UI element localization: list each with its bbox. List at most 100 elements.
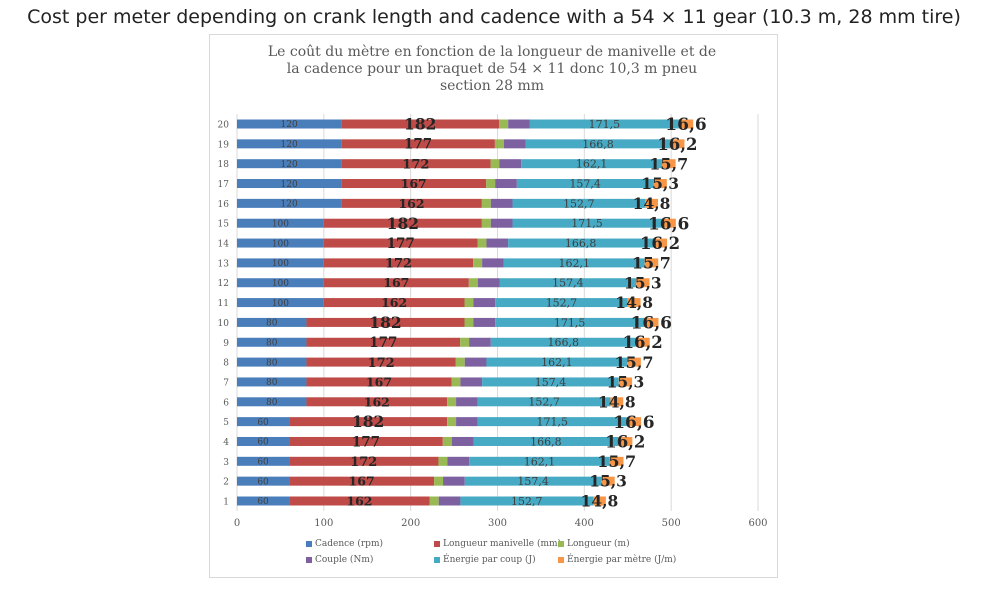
data-label: 120 — [281, 120, 298, 130]
data-label: 15,3 — [624, 273, 662, 292]
legend-item: Couple (Nm) — [306, 555, 373, 565]
data-label: 15,7 — [632, 254, 671, 273]
bar-segment — [237, 258, 324, 268]
data-label: 157,4 — [535, 376, 567, 389]
bar-segment — [503, 139, 526, 149]
bar-segment — [460, 496, 594, 506]
data-label: 177 — [369, 335, 397, 351]
data-label: 172 — [350, 455, 377, 470]
data-label: 177 — [387, 236, 415, 252]
data-label: 162,1 — [541, 356, 573, 369]
data-label: 182 — [404, 115, 436, 134]
bar-segment — [237, 198, 342, 208]
data-label: 152,7 — [563, 197, 595, 210]
bar-segment — [495, 179, 517, 189]
bar-segment — [237, 317, 307, 327]
y-tick-label: 19 — [218, 140, 230, 150]
x-tick-label: 200 — [401, 518, 420, 529]
y-tick-label: 11 — [218, 299, 229, 309]
data-label: 166,8 — [547, 336, 579, 349]
bar-segment — [460, 337, 470, 347]
legend-item: Longueur manivelle (mm) — [434, 539, 561, 549]
bar-segment — [601, 476, 615, 486]
bar-segment — [486, 357, 628, 367]
bar-segment — [341, 139, 495, 149]
data-label: 16,2 — [605, 432, 645, 451]
legend-item: Énergie par mètre (J/m) — [558, 555, 676, 565]
data-label: 182 — [369, 313, 401, 332]
y-tick-label: 13 — [218, 259, 230, 269]
data-label: 162 — [364, 394, 390, 409]
y-tick-label: 10 — [218, 319, 230, 329]
bar-segment — [644, 258, 659, 268]
data-label: 100 — [272, 279, 289, 289]
bar-segment — [627, 298, 641, 308]
bar-segment — [306, 377, 452, 387]
x-tick-label: 300 — [488, 518, 507, 529]
data-label: 172 — [385, 257, 412, 272]
bar-segment — [237, 337, 307, 347]
y-tick-label: 12 — [218, 279, 229, 289]
bar-segment — [610, 397, 624, 407]
bar-segment — [438, 456, 448, 466]
bar-segment — [460, 377, 483, 387]
bar-segment — [618, 377, 633, 387]
bar-segment — [486, 179, 496, 189]
bar-segment — [237, 357, 307, 367]
bar-segment — [473, 436, 619, 446]
bar-segment — [508, 238, 654, 248]
legend-label: Cadence (rpm) — [315, 539, 383, 549]
bar-segment — [438, 496, 461, 506]
data-label: 60 — [257, 458, 269, 468]
data-label: 152,7 — [528, 396, 560, 409]
x-tick-label: 500 — [662, 518, 681, 529]
bar-segment — [627, 357, 641, 367]
bar-segment — [512, 218, 662, 228]
data-labels: 60 162 152,7 14,8 60 167 157,4 15,3 60 172 162,1 15… — [257, 115, 706, 511]
data-label: 60 — [257, 438, 269, 448]
data-label: 172 — [402, 157, 429, 172]
x-tick-label: 600 — [748, 518, 767, 529]
bar-segment — [653, 238, 668, 248]
data-label: 80 — [266, 339, 278, 349]
bar-segment — [482, 377, 619, 387]
data-label: 162,1 — [576, 158, 608, 171]
y-tick-label: 8 — [223, 359, 229, 369]
data-label: 171,5 — [589, 118, 621, 131]
bar-segment — [443, 476, 465, 486]
bar-segment — [473, 317, 496, 327]
legend-label: Longueur manivelle (mm) — [443, 539, 562, 549]
bar-segment — [341, 119, 500, 129]
bar-segment — [482, 258, 504, 268]
bar-segment — [289, 476, 435, 486]
bar-segment — [434, 476, 444, 486]
y-tick-label: 5 — [223, 418, 229, 428]
bar-segment — [490, 159, 500, 169]
bar-segment — [237, 179, 342, 189]
data-label: 14,8 — [581, 492, 619, 511]
bar-segment — [644, 317, 659, 327]
bar-segment — [464, 298, 474, 308]
y-tick-label: 4 — [223, 438, 229, 448]
data-label: 15,7 — [649, 154, 688, 173]
x-tick-label: 100 — [314, 518, 333, 529]
bar-segment — [512, 198, 646, 208]
bar-segment — [645, 198, 658, 208]
bar-segment — [451, 377, 461, 387]
bar-segment — [442, 436, 452, 446]
bar-segment — [490, 337, 636, 347]
data-label: 100 — [272, 239, 289, 249]
bar-segment — [618, 436, 633, 446]
data-label: 120 — [281, 160, 298, 170]
data-label: 15,3 — [607, 373, 645, 392]
bar-segment — [481, 218, 491, 228]
bar-segment — [323, 238, 478, 248]
data-label: 182 — [387, 214, 419, 233]
bar-segment — [237, 238, 324, 248]
bar-segment — [447, 397, 457, 407]
bar-segment — [464, 476, 602, 486]
data-label: 100 — [272, 259, 289, 269]
bar-segment — [451, 436, 474, 446]
data-label: 14,8 — [598, 392, 636, 411]
data-label: 16,6 — [613, 413, 654, 433]
